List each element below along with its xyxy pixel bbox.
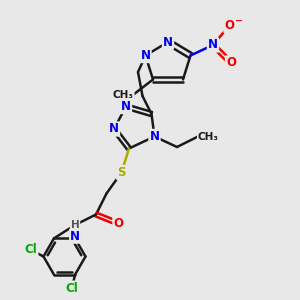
- Text: N: N: [70, 230, 80, 243]
- Text: O: O: [224, 19, 235, 32]
- Text: N: N: [208, 38, 218, 52]
- Text: O: O: [226, 56, 236, 70]
- Text: ⁻: ⁻: [235, 16, 242, 32]
- Text: H: H: [70, 220, 80, 230]
- Text: CH₃: CH₃: [112, 89, 134, 100]
- Text: O: O: [113, 217, 124, 230]
- Text: N: N: [140, 49, 151, 62]
- Text: N: N: [163, 35, 173, 49]
- Text: S: S: [117, 166, 126, 179]
- Text: Cl: Cl: [25, 243, 37, 256]
- Text: N: N: [121, 100, 131, 113]
- Text: N: N: [149, 130, 160, 143]
- Text: CH₃: CH₃: [198, 131, 219, 142]
- Text: Cl: Cl: [66, 282, 78, 295]
- Text: N: N: [109, 122, 119, 136]
